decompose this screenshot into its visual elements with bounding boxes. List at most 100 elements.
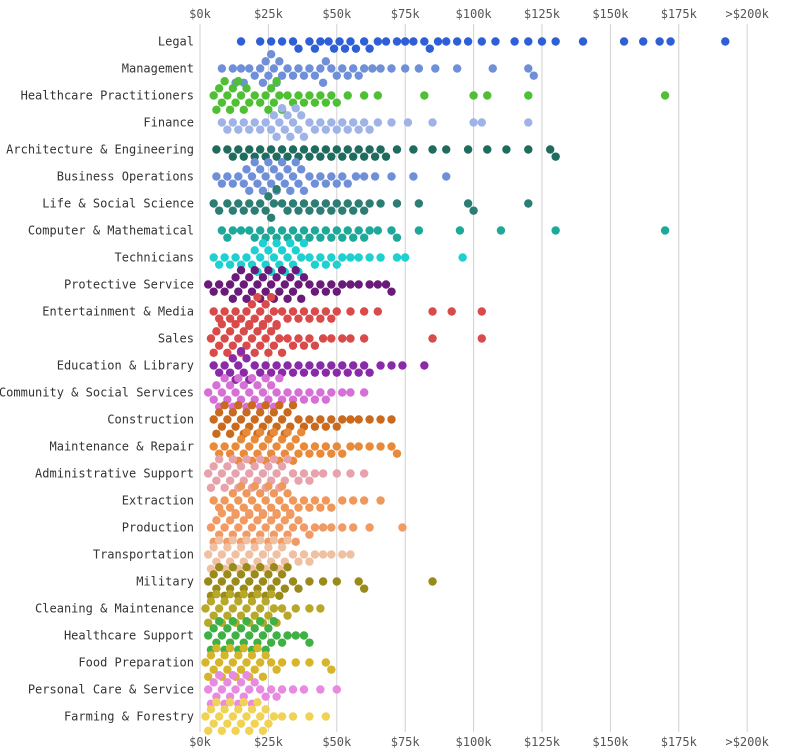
- data-point: [278, 712, 286, 720]
- data-point: [415, 199, 423, 207]
- data-point: [220, 705, 228, 713]
- data-point: [215, 712, 223, 720]
- data-point: [237, 91, 245, 99]
- data-point: [218, 422, 226, 430]
- data-point: [294, 361, 302, 369]
- data-point: [267, 125, 275, 133]
- data-point: [207, 705, 215, 713]
- data-point: [322, 179, 330, 187]
- data-point: [256, 64, 264, 72]
- data-point: [272, 388, 280, 396]
- data-point: [322, 260, 330, 268]
- data-point: [294, 516, 302, 524]
- row-label: Healthcare Support: [64, 629, 194, 643]
- data-point: [251, 91, 259, 99]
- data-point: [231, 577, 239, 585]
- data-point: [294, 206, 302, 214]
- data-point: [281, 516, 289, 524]
- data-point: [264, 482, 272, 490]
- data-point: [218, 509, 226, 517]
- data-point: [234, 199, 242, 207]
- data-point: [218, 98, 226, 106]
- data-point: [524, 64, 532, 72]
- data-point: [234, 651, 242, 659]
- data-point: [212, 172, 220, 180]
- data-point: [242, 408, 250, 416]
- data-point: [204, 631, 212, 639]
- data-point: [207, 334, 215, 342]
- data-point: [510, 37, 518, 45]
- data-point: [242, 84, 250, 92]
- data-point: [259, 550, 267, 558]
- data-point: [316, 172, 324, 180]
- data-point: [245, 125, 253, 133]
- data-point: [256, 125, 264, 133]
- data-point: [316, 233, 324, 241]
- data-point: [248, 374, 256, 382]
- data-point: [338, 64, 346, 72]
- x-tick-bottom: $175k: [661, 735, 698, 749]
- data-point: [333, 307, 341, 315]
- data-point: [551, 37, 559, 45]
- data-point: [264, 266, 272, 274]
- data-point: [218, 631, 226, 639]
- data-point: [305, 314, 313, 322]
- data-point: [229, 455, 237, 463]
- data-point: [237, 64, 245, 72]
- data-point: [234, 125, 242, 133]
- data-point: [442, 145, 450, 153]
- data-point: [324, 37, 332, 45]
- data-point: [253, 179, 261, 187]
- data-point: [294, 503, 302, 511]
- data-point: [278, 638, 286, 646]
- data-point: [223, 543, 231, 551]
- data-point: [229, 226, 237, 234]
- data-point: [478, 118, 486, 126]
- data-point: [354, 145, 362, 153]
- data-point: [245, 187, 253, 195]
- data-point: [393, 233, 401, 241]
- data-point: [209, 442, 217, 450]
- data-point: [229, 206, 237, 214]
- data-point: [283, 314, 291, 322]
- data-point: [272, 509, 280, 517]
- data-point: [234, 496, 242, 504]
- data-point: [311, 550, 319, 558]
- data-point: [453, 37, 461, 45]
- data-point: [231, 631, 239, 639]
- data-point: [270, 428, 278, 436]
- data-point: [231, 273, 239, 281]
- data-point: [360, 206, 368, 214]
- data-point: [338, 280, 346, 288]
- row-label: Community & Social Services: [0, 386, 194, 400]
- data-point: [218, 550, 226, 558]
- data-point: [305, 37, 313, 45]
- data-point: [346, 469, 354, 477]
- data-point: [278, 658, 286, 666]
- data-point: [401, 64, 409, 72]
- data-point: [639, 37, 647, 45]
- data-point: [387, 226, 395, 234]
- data-point: [316, 503, 324, 511]
- data-point: [264, 246, 272, 254]
- data-point: [352, 172, 360, 180]
- data-point: [316, 253, 324, 261]
- data-point: [267, 37, 275, 45]
- data-point: [248, 300, 256, 308]
- data-point: [240, 644, 248, 652]
- data-point: [212, 106, 220, 114]
- data-point: [297, 111, 305, 119]
- data-point: [393, 449, 401, 457]
- data-point: [360, 233, 368, 241]
- data-point: [259, 388, 267, 396]
- data-point: [226, 590, 234, 598]
- data-point: [234, 145, 242, 153]
- data-point: [270, 98, 278, 106]
- data-point: [316, 64, 324, 72]
- data-point: [327, 314, 335, 322]
- data-point: [453, 64, 461, 72]
- data-point: [401, 253, 409, 261]
- data-point: [322, 496, 330, 504]
- data-point: [338, 523, 346, 531]
- data-point: [524, 118, 532, 126]
